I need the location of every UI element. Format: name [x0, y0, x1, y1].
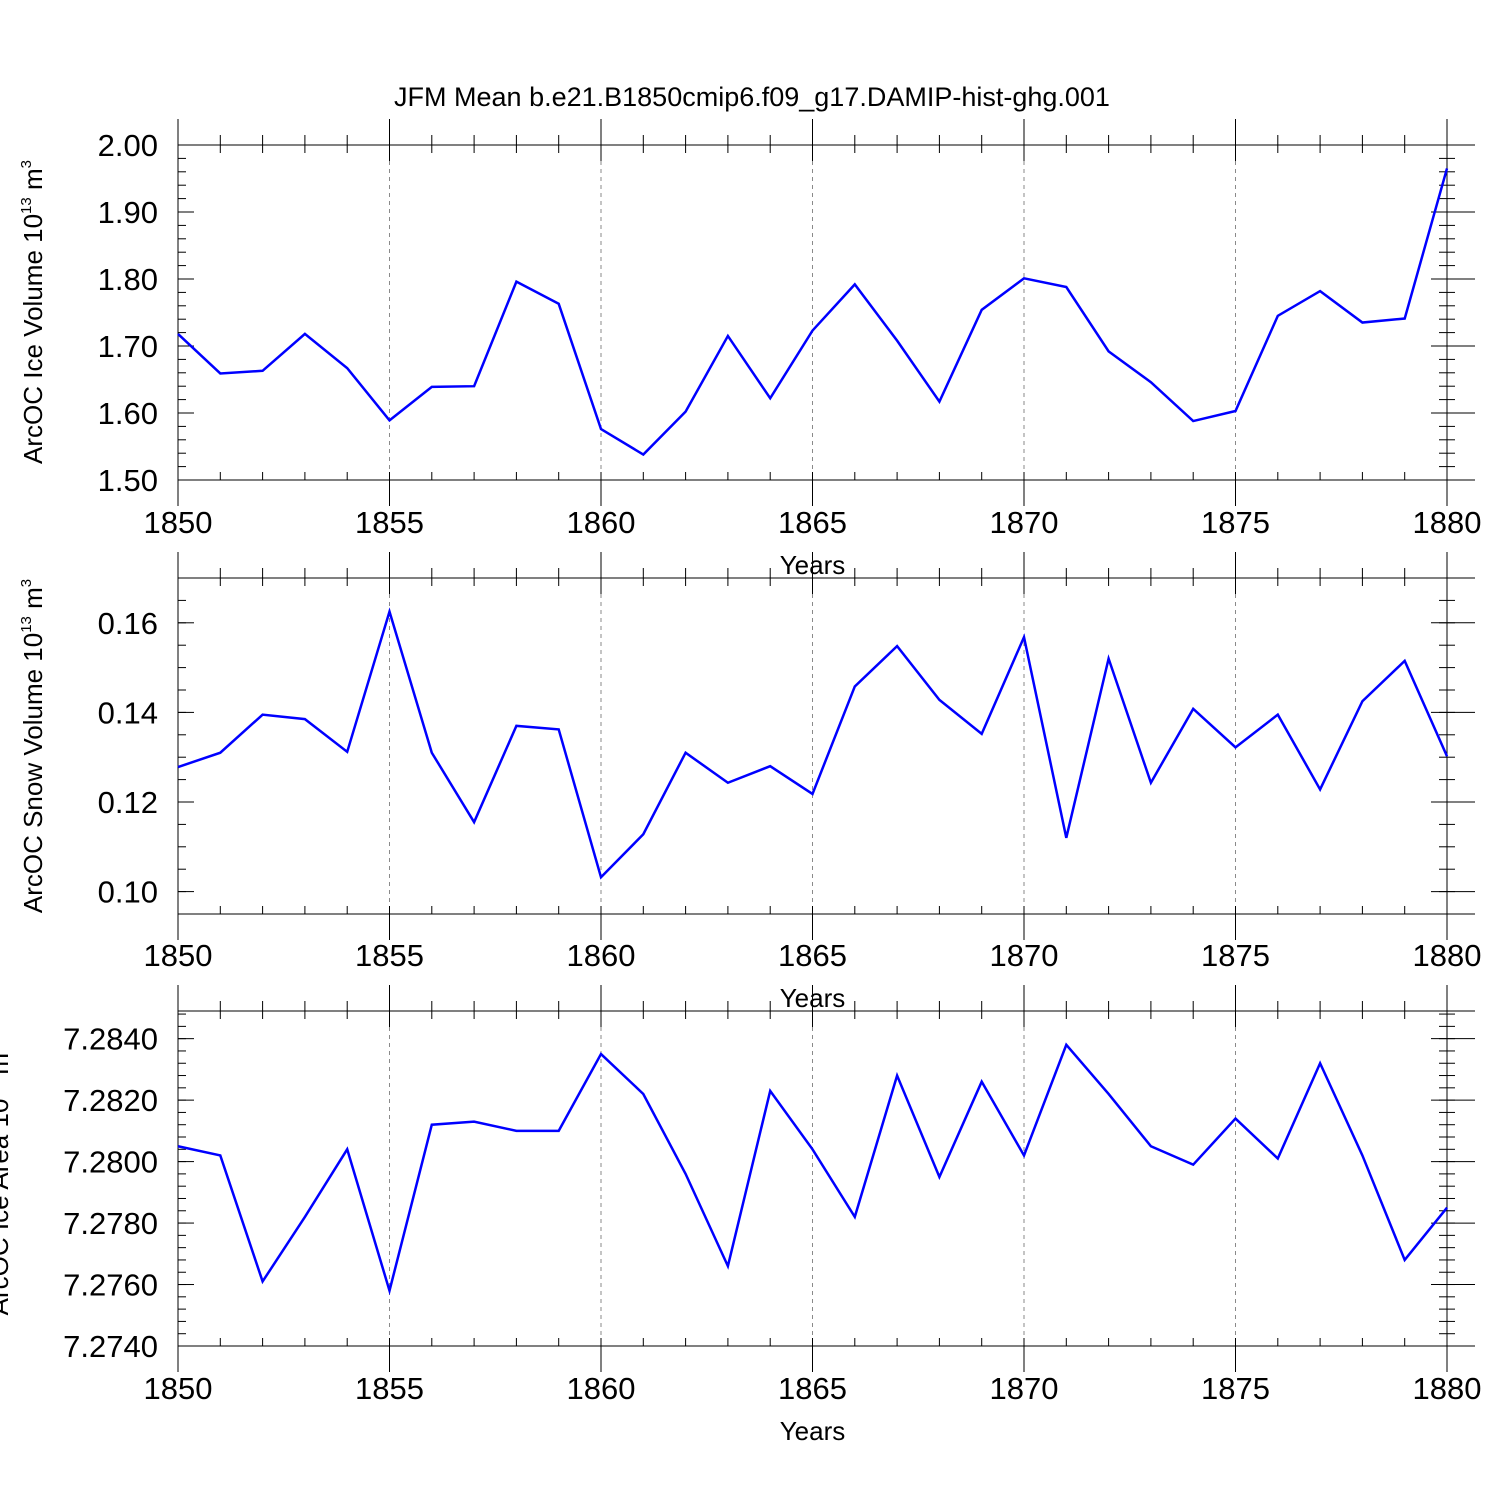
y-tick-label: 7.2800: [63, 1145, 158, 1180]
x-axis-label: Years: [780, 1416, 846, 1446]
x-tick-label: 1870: [990, 938, 1059, 973]
figure-title: JFM Mean b.e21.B1850cmip6.f09_g17.DAMIP-…: [394, 82, 1110, 112]
y-tick-label: 7.2840: [63, 1022, 158, 1057]
x-tick-label: 1855: [355, 938, 424, 973]
y-axis-label: ArcOC Ice Area 1013 m2: [0, 1045, 14, 1316]
x-tick-label: 1855: [355, 505, 424, 540]
y-tick-label: 0.16: [98, 606, 158, 641]
x-tick-label: 1860: [567, 1371, 636, 1406]
series-line: [177, 1042, 1448, 1296]
y-tick-label: 1.50: [98, 463, 158, 498]
x-tick-label: 1860: [567, 938, 636, 973]
chart-panel-3: 7.2740 7.2760 7.2780 7.2800 7.2820 7.2840 1850…: [0, 985, 1481, 1446]
x-tick-label: 1880: [1413, 938, 1482, 973]
x-tick-label: 1875: [1201, 1371, 1270, 1406]
y-axis-label: ArcOC Snow Volume 1013 m3: [18, 579, 48, 913]
x-tick-label: 1880: [1413, 1371, 1482, 1406]
y-axis-label: ArcOC Ice Volume 1013 m3: [18, 160, 48, 464]
x-tick-label: 1855: [355, 1371, 424, 1406]
series-line: [177, 607, 1449, 880]
y-tick-label: 1.90: [98, 195, 158, 230]
y-tick-label: 7.2820: [63, 1083, 158, 1118]
x-tick-label: 1865: [778, 505, 847, 540]
chart-panel-1: 1.50 1.60 1.70 1.80 1.90 2.00 1850 1855 1860 1865…: [18, 119, 1481, 580]
x-tick-label: 1865: [778, 938, 847, 973]
y-tick-label: 0.12: [98, 785, 158, 820]
y-tick-label: 7.2760: [63, 1268, 158, 1303]
y-tick-label: 0.14: [98, 695, 158, 730]
panels: 1.50 1.60 1.70 1.80 1.90 2.00 1850 1855 1860 1865…: [0, 119, 1481, 1446]
x-tick-label: 1850: [144, 1371, 213, 1406]
y-tick-label: 0.10: [98, 875, 158, 910]
y-tick-label: 7.2780: [63, 1206, 158, 1241]
x-tick-label: 1865: [778, 1371, 847, 1406]
y-tick-label: 7.2740: [63, 1329, 158, 1364]
x-tick-label: 1880: [1413, 505, 1482, 540]
x-tick-label: 1850: [144, 938, 213, 973]
x-tick-label: 1850: [144, 505, 213, 540]
x-tick-label: 1875: [1201, 938, 1270, 973]
y-tick-label: 1.60: [98, 396, 158, 431]
y-tick-label: 2.00: [98, 128, 158, 163]
y-tick-label: 1.80: [98, 262, 158, 297]
chart-panel-2: 0.10 0.12 0.14 0.16 1850 1855 1860 1865 1870 1875…: [18, 552, 1481, 1013]
x-tick-label: 1875: [1201, 505, 1270, 540]
x-tick-label: 1870: [990, 505, 1059, 540]
series-line: [177, 168, 1449, 457]
x-tick-label: 1870: [990, 1371, 1059, 1406]
y-tick-label: 1.70: [98, 329, 158, 364]
x-tick-label: 1860: [567, 505, 636, 540]
